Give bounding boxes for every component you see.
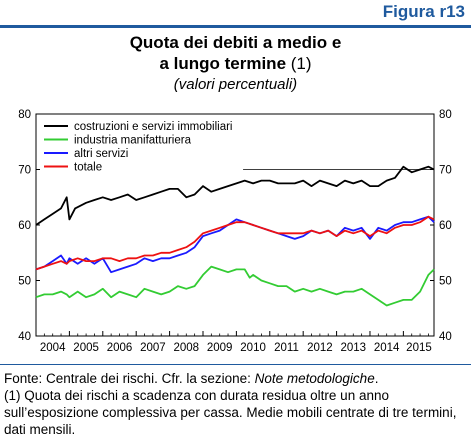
x-tick-label: 2004 [40,342,66,354]
x-tick-label: 2013 [340,342,366,354]
x-tick-label: 2015 [406,342,432,354]
x-tick-label: 2014 [374,342,400,354]
series-line-3 [35,215,435,271]
footnote: (1) Quota dei rischi a scadenza con dura… [4,388,457,437]
series-line-0 [35,165,435,226]
x-tick-label: 2006 [107,342,133,354]
x-tick-label: 2007 [140,342,166,354]
chart-title-line1: Quota dei debiti a medio e [129,33,342,52]
x-tick-label: 2005 [73,342,99,354]
top-rule [0,25,471,28]
y-tick-label-right: 40 [439,331,452,343]
chart-area: 40 40 50 50 60 60 70 70 80 80 2004 2005 2006 2007 2008… [0,96,471,362]
x-tick-label: 2009 [207,342,233,354]
y-tick-label-right: 70 [439,165,452,177]
chart-title-text: a lungo termine [159,54,287,73]
legend-label-3: totale [74,162,102,174]
y-tick-label-left: 60 [18,220,31,232]
series-line-1 [35,265,435,307]
y-tick-label-right: 80 [439,109,452,121]
y-tick-label-right: 60 [439,220,452,232]
source-suffix: . [374,371,379,386]
series-line-2 [35,215,435,274]
source-prefix: Fonte: Centrale dei rischi. Cfr. la sezi… [4,371,255,386]
y-tick-label-left: 80 [18,109,31,121]
y-tick-label-right: 50 [439,276,452,288]
y-tick-label-left: 70 [18,165,31,177]
y-tick-label-left: 50 [18,276,31,288]
legend-label-2: altri servizi [74,148,128,160]
source-italic: Note metodologiche [254,371,375,386]
chart-title-line2: a lungo termine (1) [0,53,471,74]
bottom-rule [0,364,471,365]
figure-label: Figura r13 [382,2,465,21]
legend-label-1: industria manifatturiera [74,135,192,147]
y-tick-label-left: 40 [18,331,31,343]
source-note: Fonte: Centrale dei rischi. Cfr. la sezi… [4,370,468,387]
x-tick-label: 2010 [240,342,266,354]
chart-subtitle: (valori percentuali) [173,76,298,93]
x-tick-label: 2008 [173,342,199,354]
x-tick-label: 2011 [274,342,299,354]
legend-label-0: costruzioni e servizi immobiliari [74,121,232,133]
line-chart: 40 40 50 50 60 60 70 70 80 80 2004 2005 2006 2007 2008… [18,109,452,354]
chart-notes: Fonte: Centrale dei rischi. Cfr. la sezi… [4,370,468,438]
x-tick-label: 2012 [307,342,333,354]
chart-title-note-ref: (1) [290,54,312,73]
